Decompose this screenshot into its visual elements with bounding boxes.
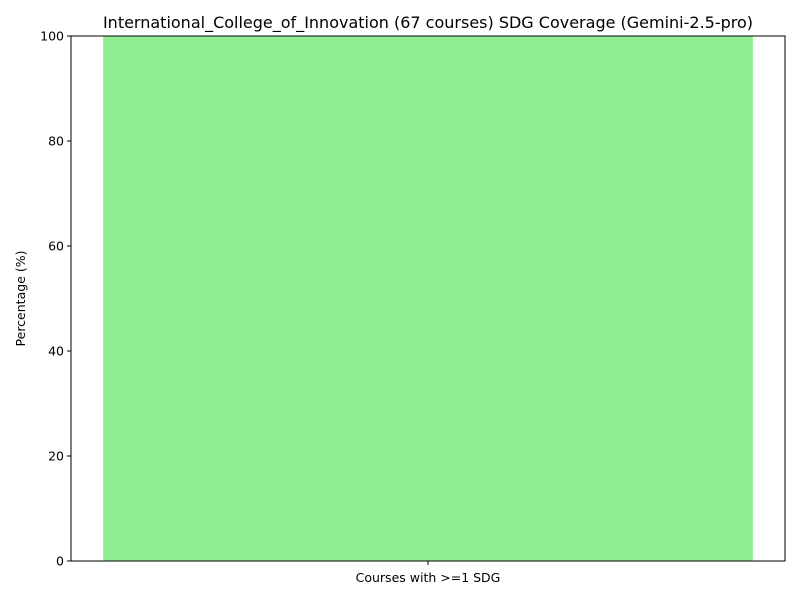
y-tick-label-3: 60 xyxy=(48,239,64,254)
bars xyxy=(103,36,753,561)
chart-title: International_College_of_Innovation (67 … xyxy=(103,13,753,33)
x-axis-ticks: Courses with >=1 SDG xyxy=(356,561,501,585)
y-axis-ticks: 0 20 40 60 80 100 xyxy=(40,29,71,569)
plot-frame xyxy=(70,35,786,562)
y-tick-label-4: 80 xyxy=(48,134,64,149)
y-tick-label-5: 100 xyxy=(40,29,64,44)
y-axis-label: Percentage (%) xyxy=(13,251,28,347)
y-tick-label-0: 0 xyxy=(56,554,64,569)
y-tick-label-1: 20 xyxy=(48,449,64,464)
y-tick-label-2: 40 xyxy=(48,344,64,359)
plot-area xyxy=(70,35,786,562)
bar-0 xyxy=(103,36,753,561)
x-tick-label-0: Courses with >=1 SDG xyxy=(356,570,501,585)
